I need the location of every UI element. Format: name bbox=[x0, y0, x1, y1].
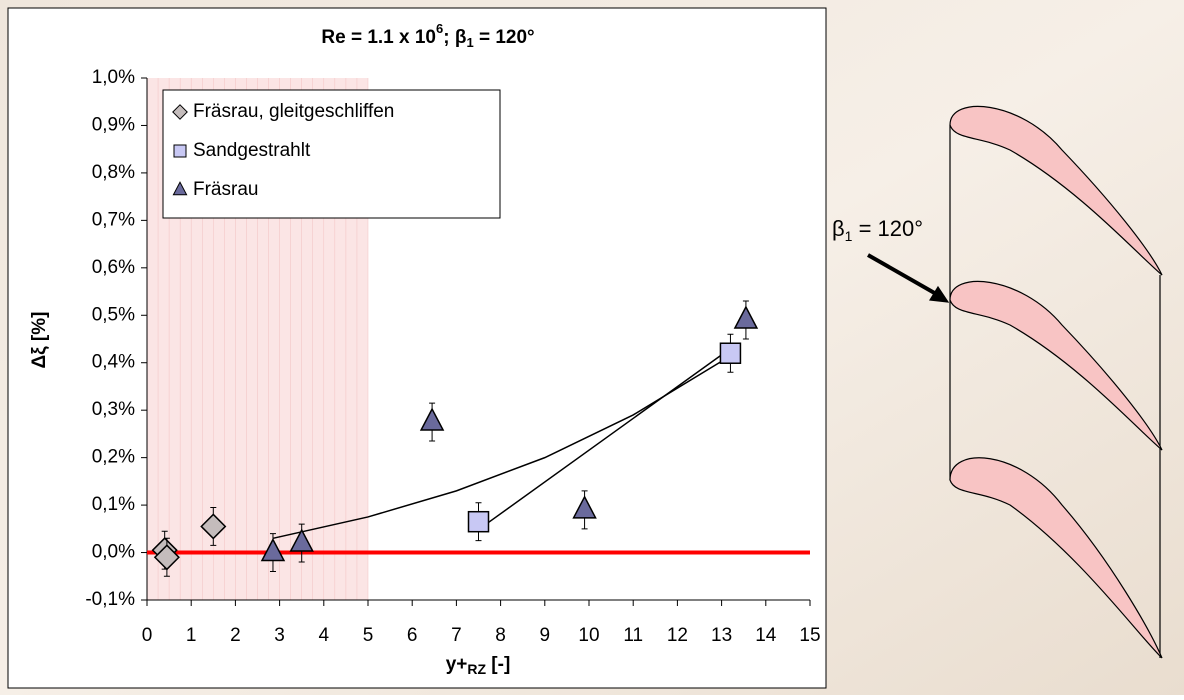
y-tick-label: 0,9% bbox=[92, 114, 135, 135]
annotation-text: β bbox=[832, 216, 845, 241]
marker bbox=[172, 181, 188, 196]
x-tick-label: 15 bbox=[799, 625, 820, 646]
y-tick-label: 0,0% bbox=[92, 542, 135, 563]
x-tick-label: 6 bbox=[407, 625, 418, 646]
x-tick-label: 11 bbox=[623, 625, 643, 646]
x-tick-label: 14 bbox=[755, 625, 777, 646]
x-tick-label: 2 bbox=[230, 625, 241, 646]
blade-diagram bbox=[867, 105, 1163, 659]
marker bbox=[572, 495, 597, 519]
marker bbox=[419, 407, 445, 431]
marker bbox=[260, 537, 286, 562]
blade bbox=[949, 105, 1163, 276]
y-tick-label: 0,4% bbox=[92, 352, 135, 373]
trend-line bbox=[482, 347, 731, 528]
y-tick-label: 0,5% bbox=[92, 304, 135, 325]
annotation-sub: 1 bbox=[845, 228, 853, 244]
y-tick-label: 0,1% bbox=[92, 494, 135, 515]
x-tick-label: 5 bbox=[363, 625, 374, 646]
x-label-sub: RZ bbox=[467, 661, 486, 677]
y-tick-label: -0,1% bbox=[85, 589, 135, 610]
marker bbox=[719, 342, 742, 364]
x-tick-label: 1 bbox=[186, 625, 197, 646]
x-tick-label: 12 bbox=[667, 625, 688, 646]
title-sub: 1 bbox=[466, 35, 473, 50]
marker bbox=[289, 528, 314, 552]
blade bbox=[949, 457, 1163, 659]
x-tick-label: 10 bbox=[578, 625, 599, 646]
x-tick-label: 13 bbox=[711, 625, 732, 646]
plot: -0,1% 0,0% 0,1% 0,2% 0,3% 0,4% 0,5% 0,6% 0,7% 0,8… bbox=[85, 67, 820, 646]
y-tick-label: 0,8% bbox=[92, 162, 135, 183]
title-mid: ; β bbox=[443, 27, 466, 48]
x-label-text: y+ bbox=[446, 654, 468, 675]
blade bbox=[949, 280, 1163, 451]
marker bbox=[467, 510, 490, 533]
legend-box bbox=[162, 89, 501, 219]
x-tick-label: 8 bbox=[495, 625, 506, 646]
x-tick-label: 7 bbox=[451, 625, 462, 646]
y-tick-label: 0,3% bbox=[92, 399, 135, 420]
y-tick-label: 0,7% bbox=[92, 209, 135, 230]
marker bbox=[200, 513, 227, 540]
x-label-end: [-] bbox=[486, 654, 510, 675]
x-tick-label: 4 bbox=[319, 625, 330, 646]
y-axis-label: Δξ [%] bbox=[29, 312, 50, 369]
y-tick-label: 0,6% bbox=[92, 257, 135, 278]
legend-label: Fräsrau, gleitgeschliffen bbox=[193, 101, 394, 122]
x-tick-label: 9 bbox=[540, 625, 551, 646]
trend-line bbox=[272, 352, 736, 540]
marker bbox=[173, 144, 187, 158]
x-tick-label: 3 bbox=[274, 625, 285, 646]
y-tick-label: 1,0% bbox=[92, 67, 135, 88]
marker bbox=[733, 305, 759, 329]
title-end: = 120° bbox=[474, 27, 535, 48]
title-sup: 6 bbox=[436, 21, 443, 36]
annotation: β1 = 120° bbox=[832, 216, 923, 244]
annotation-arrow bbox=[867, 253, 939, 297]
legend-label: Sandgestrahlt bbox=[193, 140, 311, 161]
annotation-end: = 120° bbox=[852, 216, 923, 241]
x-axis-label: y+RZ [-] bbox=[446, 654, 511, 677]
marker bbox=[153, 544, 180, 571]
marker bbox=[172, 104, 188, 120]
x-tick-label: 0 bbox=[142, 625, 153, 646]
legend-label: Fräsrau bbox=[193, 179, 258, 200]
y-tick-label: 0,2% bbox=[92, 447, 135, 468]
chart-title: Re = 1.1 x 106; β1 = 120° bbox=[321, 21, 534, 50]
title-text: Re = 1.1 x 10 bbox=[321, 27, 436, 48]
arrow-head bbox=[928, 285, 950, 303]
